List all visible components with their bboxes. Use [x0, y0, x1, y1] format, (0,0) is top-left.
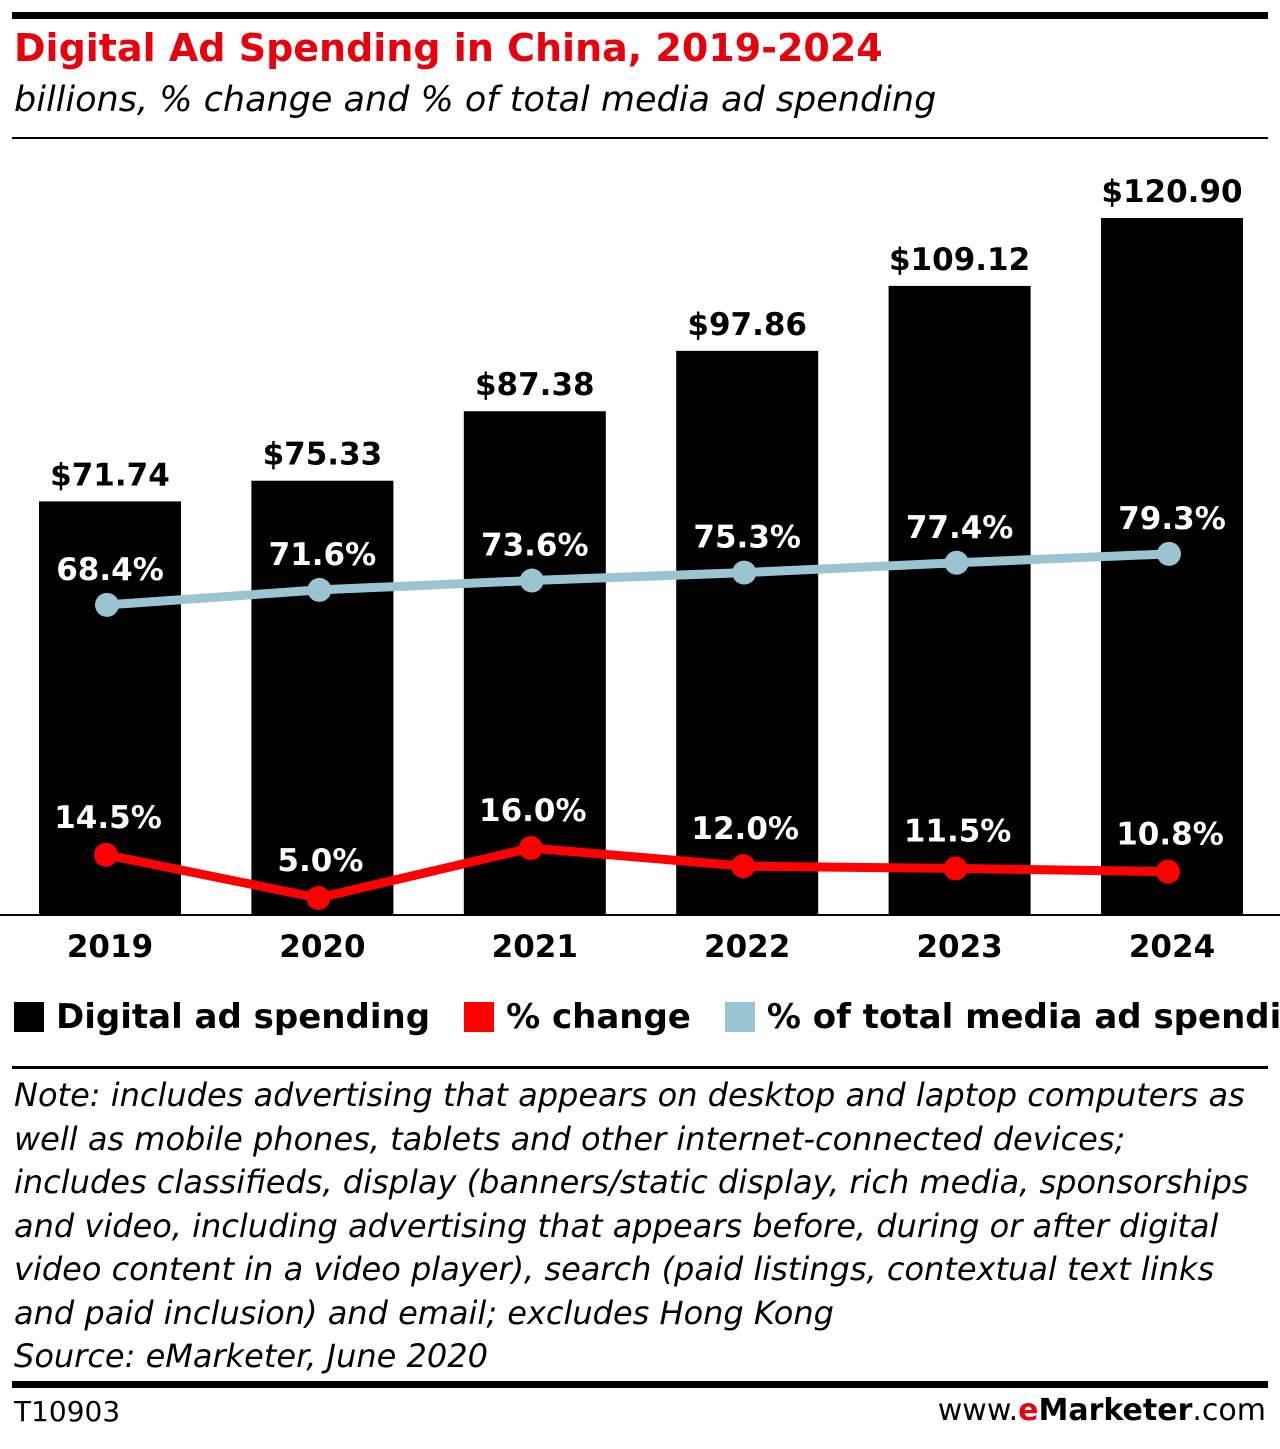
bar-value-label-2023: $109.12 [889, 242, 1030, 278]
bottom-rule [12, 1381, 1268, 1388]
change-point-2021 [519, 836, 543, 860]
legend-swatch-spending [14, 1002, 44, 1032]
source-text: Source: eMarketer, June 2020 [14, 1335, 1266, 1379]
share-label-2019: 68.4% [56, 552, 164, 588]
legend-item-change: % change [464, 997, 691, 1037]
legend-label-change: % change [506, 997, 691, 1037]
note-block: Note: includes advertising that appears … [14, 1074, 1266, 1379]
x-tick-label-2020: 2020 [279, 929, 365, 965]
note-divider [12, 1066, 1268, 1069]
share-point-2023 [945, 551, 969, 575]
site-brand: Marketer [1039, 1393, 1193, 1428]
note-text: Note: includes advertising that appears … [14, 1074, 1266, 1335]
change-label-2024: 10.8% [1116, 817, 1224, 853]
site-url: www.eMarketer.com [938, 1393, 1266, 1428]
change-label-2023: 11.5% [904, 813, 1012, 849]
change-point-2023 [944, 856, 968, 880]
x-tick-label-2019: 2019 [67, 929, 153, 965]
legend-item-spending: Digital ad spending [14, 997, 430, 1037]
x-tick-label-2021: 2021 [492, 929, 578, 965]
change-point-2022 [731, 854, 755, 878]
site-e: e [1018, 1393, 1038, 1428]
change-label-2021: 16.0% [479, 793, 587, 829]
change-point-2024 [1156, 860, 1180, 884]
site-suffix: .com [1192, 1393, 1266, 1428]
share-point-2022 [732, 561, 756, 585]
share-label-2020: 71.6% [269, 537, 377, 573]
share-label-2023: 77.4% [906, 510, 1014, 546]
x-tick-label-2024: 2024 [1129, 929, 1215, 965]
legend-label-share: % of total media ad spending [767, 997, 1280, 1037]
chart-code: T10903 [14, 1395, 120, 1428]
share-label-2021: 73.6% [481, 528, 589, 564]
bar-value-label-2020: $75.33 [263, 437, 383, 473]
change-point-2019 [94, 843, 118, 867]
change-point-2020 [306, 886, 330, 910]
bar-2024 [1101, 218, 1243, 915]
x-tick-label-2023: 2023 [916, 929, 1002, 965]
change-label-2020: 5.0% [277, 843, 363, 879]
chart-canvas: $71.74 2019 $75.33 2020 $87.38 2021 $97.86 2022… [0, 0, 1280, 990]
change-label-2022: 12.0% [691, 811, 799, 847]
site-prefix: www. [938, 1393, 1018, 1428]
legend-label-spending: Digital ad spending [56, 997, 430, 1037]
legend-item-share: % of total media ad spending [725, 997, 1280, 1037]
legend: Digital ad spending % change % of total … [14, 994, 1280, 1040]
x-tick-label-2022: 2022 [704, 929, 790, 965]
legend-swatch-share [725, 1002, 755, 1032]
bar-value-label-2024: $120.90 [1101, 174, 1242, 210]
share-point-2021 [520, 569, 544, 593]
bar-value-label-2021: $87.38 [475, 367, 595, 403]
bar-value-label-2022: $97.86 [687, 307, 807, 343]
share-label-2022: 75.3% [693, 520, 801, 556]
legend-swatch-change [464, 1002, 494, 1032]
share-point-2019 [95, 593, 119, 617]
share-point-2024 [1157, 542, 1181, 566]
share-point-2020 [307, 578, 331, 602]
share-label-2024: 79.3% [1118, 501, 1226, 537]
bar-value-label-2019: $71.74 [50, 457, 170, 493]
change-label-2019: 14.5% [54, 800, 162, 836]
